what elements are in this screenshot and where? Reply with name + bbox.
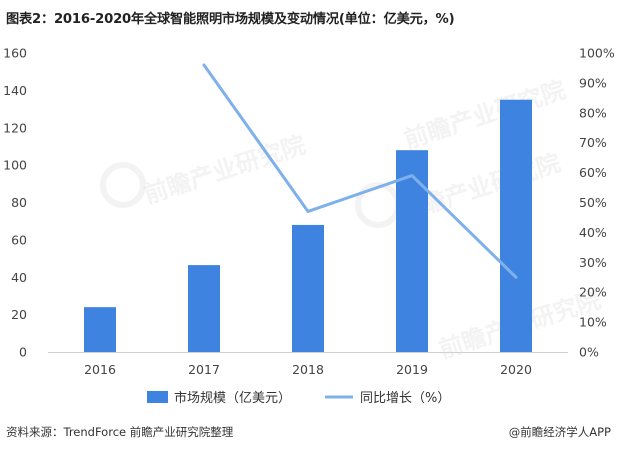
growth-line-path [202, 63, 518, 279]
left-tick-label: 60 [11, 232, 27, 247]
left-axis-ticks: 0 20 40 60 80 100 120 140 160 [3, 46, 27, 360]
left-tick-label: 140 [3, 83, 27, 98]
x-tick-label: 2019 [396, 362, 428, 377]
bar [396, 150, 428, 352]
right-tick-label: 30% [579, 255, 607, 270]
x-axis-ticks: 2016 2017 2018 2019 2020 [84, 362, 532, 377]
bar [188, 265, 220, 352]
legend-label-line: 同比增长（%） [360, 391, 450, 406]
right-tick-label: 50% [579, 195, 607, 210]
bar [84, 307, 116, 352]
legend: 市场规模（亿美元） 同比增长（%） [147, 390, 450, 406]
x-tick-label: 2016 [84, 362, 116, 377]
left-tick-label: 20 [11, 307, 27, 322]
x-tick-label: 2018 [292, 362, 324, 377]
x-tick-label: 2020 [500, 362, 532, 377]
x-tick-label: 2017 [188, 362, 220, 377]
left-tick-label: 40 [11, 270, 27, 285]
bar [292, 224, 324, 352]
right-tick-label: 100% [579, 46, 615, 61]
right-tick-label: 70% [579, 135, 607, 150]
right-axis-ticks: 0% 10% 20% 30% 40% 50% 60% 70% 80% 90% 100% [579, 46, 615, 360]
brand-note: @前瞻经济学人APP [508, 425, 611, 439]
source-note: 资料来源：TrendForce 前瞻产业研究院整理 [6, 425, 234, 439]
right-tick-label: 20% [579, 285, 607, 300]
left-tick-label: 160 [3, 46, 27, 61]
right-tick-label: 10% [579, 315, 607, 330]
right-tick-label: 40% [579, 225, 607, 240]
left-tick-label: 0 [19, 345, 27, 360]
growth-line [202, 63, 518, 279]
watermark-logo [100, 162, 146, 208]
right-tick-label: 90% [579, 75, 607, 90]
chart-title: 图表2：2016-2020年全球智能照明市场规模及变动情况(单位：亿美元，%) [6, 12, 455, 27]
right-tick-label: 0% [579, 345, 599, 360]
right-tick-label: 60% [579, 165, 607, 180]
bars [84, 99, 532, 352]
bar [500, 99, 532, 352]
left-tick-label: 120 [3, 120, 27, 135]
left-tick-label: 80 [11, 195, 27, 210]
legend-label-bar: 市场规模（亿美元） [174, 390, 291, 406]
right-tick-label: 80% [579, 105, 607, 120]
legend-swatch-bar [147, 391, 168, 403]
left-tick-label: 100 [3, 158, 27, 173]
